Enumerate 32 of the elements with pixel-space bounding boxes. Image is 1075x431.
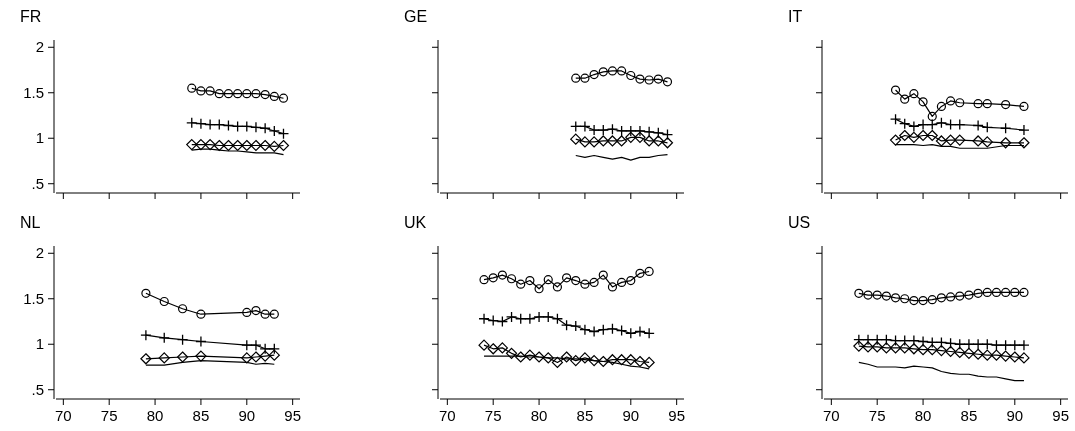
x-tick-label: 95 xyxy=(668,407,686,424)
x-tick-label: 75 xyxy=(484,407,502,424)
x-tick-label: 70 xyxy=(822,407,840,424)
x-tick-label: 85 xyxy=(192,407,210,424)
y-tick-label: .5 xyxy=(31,174,44,192)
chart-title: NL xyxy=(20,214,41,231)
x-tick-label: 85 xyxy=(576,407,594,424)
chart-title: US xyxy=(788,214,811,231)
x-tick-label: 75 xyxy=(868,407,886,424)
x-tick-label: 70 xyxy=(54,407,72,424)
chart-title: IT xyxy=(788,8,803,25)
y-tick-label: 1.5 xyxy=(23,289,44,307)
y-tick-label: 1.5 xyxy=(23,83,44,101)
y-tick-label: 2 xyxy=(35,244,44,262)
x-tick-label: 80 xyxy=(914,407,932,424)
x-tick-label: 80 xyxy=(530,407,548,424)
x-tick-label: 90 xyxy=(622,407,640,424)
x-tick-label: 95 xyxy=(1052,407,1070,424)
x-tick-label: 90 xyxy=(238,407,256,424)
chart-title: GE xyxy=(404,8,428,25)
y-tick-label: 2 xyxy=(35,38,44,56)
chart-title: UK xyxy=(404,214,427,231)
x-tick-label: 80 xyxy=(146,407,164,424)
y-tick-label: .5 xyxy=(31,380,44,398)
x-tick-label: 70 xyxy=(438,407,456,424)
y-tick-label: 1 xyxy=(35,129,44,147)
x-tick-label: 85 xyxy=(960,407,978,424)
x-tick-label: 95 xyxy=(284,407,302,424)
x-tick-label: 90 xyxy=(1006,407,1024,424)
chart-title: FR xyxy=(20,8,42,25)
y-tick-label: 1 xyxy=(35,335,44,353)
x-tick-label: 75 xyxy=(100,407,118,424)
